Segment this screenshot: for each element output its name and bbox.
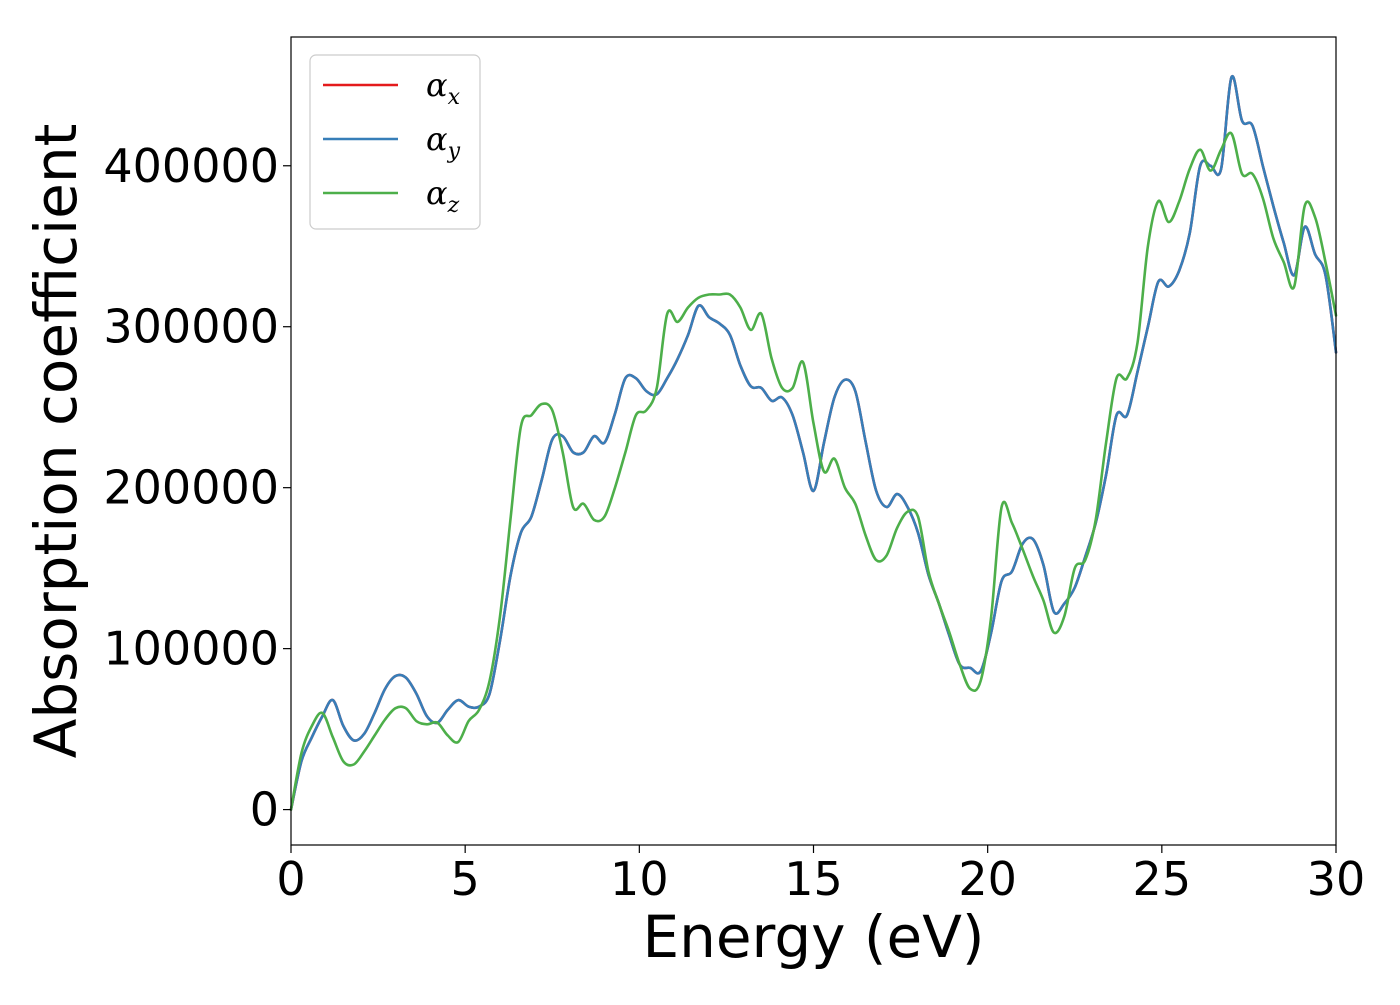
series-layer — [289, 75, 1338, 811]
x-tick-label: 0 — [276, 852, 305, 906]
legend-label-x: αx — [426, 66, 461, 110]
y-tick-label: 200000 — [103, 461, 279, 515]
y-tick-label: 0 — [250, 783, 279, 837]
legend-label-z: αz — [426, 174, 460, 218]
x-tick-label: 30 — [1307, 852, 1366, 906]
x-tick-label: 5 — [451, 852, 480, 906]
x-axis-ticks: 0 5 10 15 20 25 30 — [276, 845, 1365, 906]
x-tick-label: 10 — [610, 852, 669, 906]
y-axis-ticks: 0 100000 200000 300000 400000 — [103, 139, 291, 837]
legend-box — [309, 54, 481, 230]
x-axis-title: Energy (eV) — [642, 903, 984, 971]
legend: αx αy αz — [309, 54, 481, 230]
y-tick-label: 400000 — [103, 139, 279, 193]
legend-label-y: αy — [426, 120, 461, 164]
x-tick-label: 15 — [784, 852, 843, 906]
y-tick-label: 300000 — [103, 300, 279, 354]
y-axis-title: Absorption coefficient — [22, 124, 90, 759]
y-tick-label: 100000 — [103, 622, 279, 676]
x-tick-label: 20 — [958, 852, 1017, 906]
x-tick-label: 25 — [1133, 852, 1192, 906]
series-line-y — [289, 75, 1338, 811]
series-line-z — [289, 131, 1338, 811]
